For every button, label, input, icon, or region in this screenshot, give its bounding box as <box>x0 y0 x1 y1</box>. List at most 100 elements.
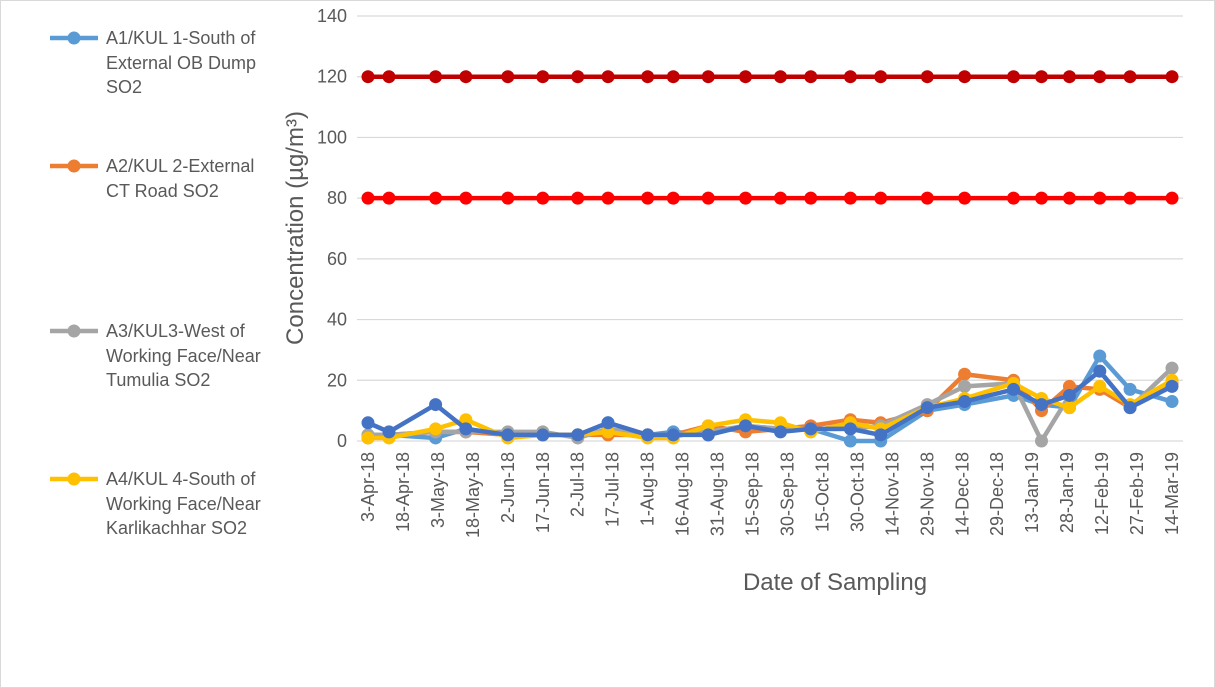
x-tick-label: 2-Jun-18 <box>498 452 518 523</box>
gridlines <box>357 15 1183 442</box>
data-point <box>1062 388 1076 402</box>
data-point <box>536 70 550 84</box>
data-point <box>601 416 615 430</box>
data-point <box>843 191 857 205</box>
x-tick-label: 15-Oct-18 <box>812 452 832 532</box>
data-point <box>1165 70 1179 84</box>
y-tick-label: 140 <box>317 6 347 26</box>
y-tick-label: 100 <box>317 127 347 147</box>
y-axis-ticks: 0 20 40 60 80 100 120 140 <box>317 6 347 451</box>
x-tick-label: 1-Aug-18 <box>638 452 658 526</box>
data-point <box>382 70 396 84</box>
data-point <box>843 434 857 448</box>
data-point <box>1165 395 1179 409</box>
data-point <box>1062 191 1076 205</box>
data-point <box>701 419 715 433</box>
data-point <box>739 419 753 433</box>
x-axis-title: Date of Sampling <box>743 569 927 596</box>
legend-swatch <box>50 31 98 45</box>
data-point <box>429 191 443 205</box>
data-point <box>1123 401 1137 415</box>
data-point <box>1165 191 1179 205</box>
x-tick-label: 17-Jun-18 <box>533 452 553 533</box>
data-point <box>773 191 787 205</box>
data-point <box>1165 379 1179 393</box>
data-point <box>804 70 818 84</box>
data-point <box>773 425 787 439</box>
data-point <box>1165 361 1179 375</box>
y-axis-title: Concentration (µg/m³) <box>282 111 309 345</box>
x-tick-label: 30-Sep-18 <box>777 452 797 536</box>
data-point <box>501 191 515 205</box>
data-point <box>429 422 443 436</box>
data-point <box>1093 364 1107 378</box>
data-point <box>843 422 857 436</box>
data-point <box>429 70 443 84</box>
series-7 <box>361 70 1179 84</box>
legend-label: A1/KUL 1-South of External OB Dump SO2 <box>106 28 257 97</box>
data-point <box>429 398 443 412</box>
data-point <box>1062 379 1076 393</box>
x-axis-ticks: 3-Apr-18 18-Apr-18 3-May-18 18-May-18 2-Jun-… <box>358 452 1182 538</box>
x-tick-label: 30-Oct-18 <box>847 452 867 532</box>
data-point <box>459 413 473 427</box>
data-point <box>641 70 655 84</box>
series-lines <box>361 70 1179 448</box>
data-point <box>739 70 753 84</box>
data-point <box>874 191 888 205</box>
data-point <box>843 70 857 84</box>
legend-label: A4/KUL 4-South of Working Face/Near Karl… <box>106 469 261 538</box>
data-point <box>361 191 375 205</box>
data-point <box>641 428 655 442</box>
data-point <box>501 70 515 84</box>
data-point <box>920 191 934 205</box>
x-tick-label: 29-Dec-18 <box>987 452 1007 536</box>
data-point <box>1093 70 1107 84</box>
x-tick-label: 17-Jul-18 <box>603 452 623 527</box>
data-point <box>1123 191 1137 205</box>
data-point <box>1093 191 1107 205</box>
data-point <box>666 70 680 84</box>
data-point <box>601 425 615 439</box>
x-tick-label: 3-May-18 <box>428 452 448 528</box>
x-tick-label: 29-Nov-18 <box>917 452 937 536</box>
data-point <box>874 428 888 442</box>
data-point <box>958 379 972 393</box>
data-point <box>361 431 375 445</box>
data-point <box>666 191 680 205</box>
data-point <box>1007 70 1021 84</box>
data-point <box>382 191 396 205</box>
data-point <box>1034 191 1048 205</box>
legend-swatch <box>50 159 98 173</box>
data-point <box>701 428 715 442</box>
y-tick-label: 40 <box>327 310 347 330</box>
series-6 <box>361 191 1179 205</box>
legend-swatch <box>50 472 98 486</box>
series-5 <box>361 364 1179 442</box>
data-point <box>382 425 396 439</box>
data-point <box>1123 70 1137 84</box>
data-point <box>459 422 473 436</box>
data-point <box>1007 191 1021 205</box>
x-tick-label: 16-Aug-18 <box>673 452 693 536</box>
data-point <box>1093 379 1107 393</box>
y-tick-label: 60 <box>327 249 347 269</box>
data-point <box>1093 349 1107 363</box>
y-tick-label: 20 <box>327 370 347 390</box>
x-tick-label: 14-Nov-18 <box>882 452 902 536</box>
x-tick-label: 2-Jul-18 <box>568 452 588 517</box>
data-point <box>1062 401 1076 415</box>
data-point <box>666 428 680 442</box>
data-point <box>1123 382 1137 396</box>
data-point <box>459 191 473 205</box>
data-point <box>571 70 585 84</box>
data-point <box>773 70 787 84</box>
data-point <box>874 70 888 84</box>
x-tick-label: 12-Feb-19 <box>1092 452 1112 535</box>
data-point <box>739 191 753 205</box>
x-tick-label: 28-Jan-19 <box>1057 452 1077 533</box>
data-point <box>773 416 787 430</box>
y-tick-label: 80 <box>327 188 347 208</box>
